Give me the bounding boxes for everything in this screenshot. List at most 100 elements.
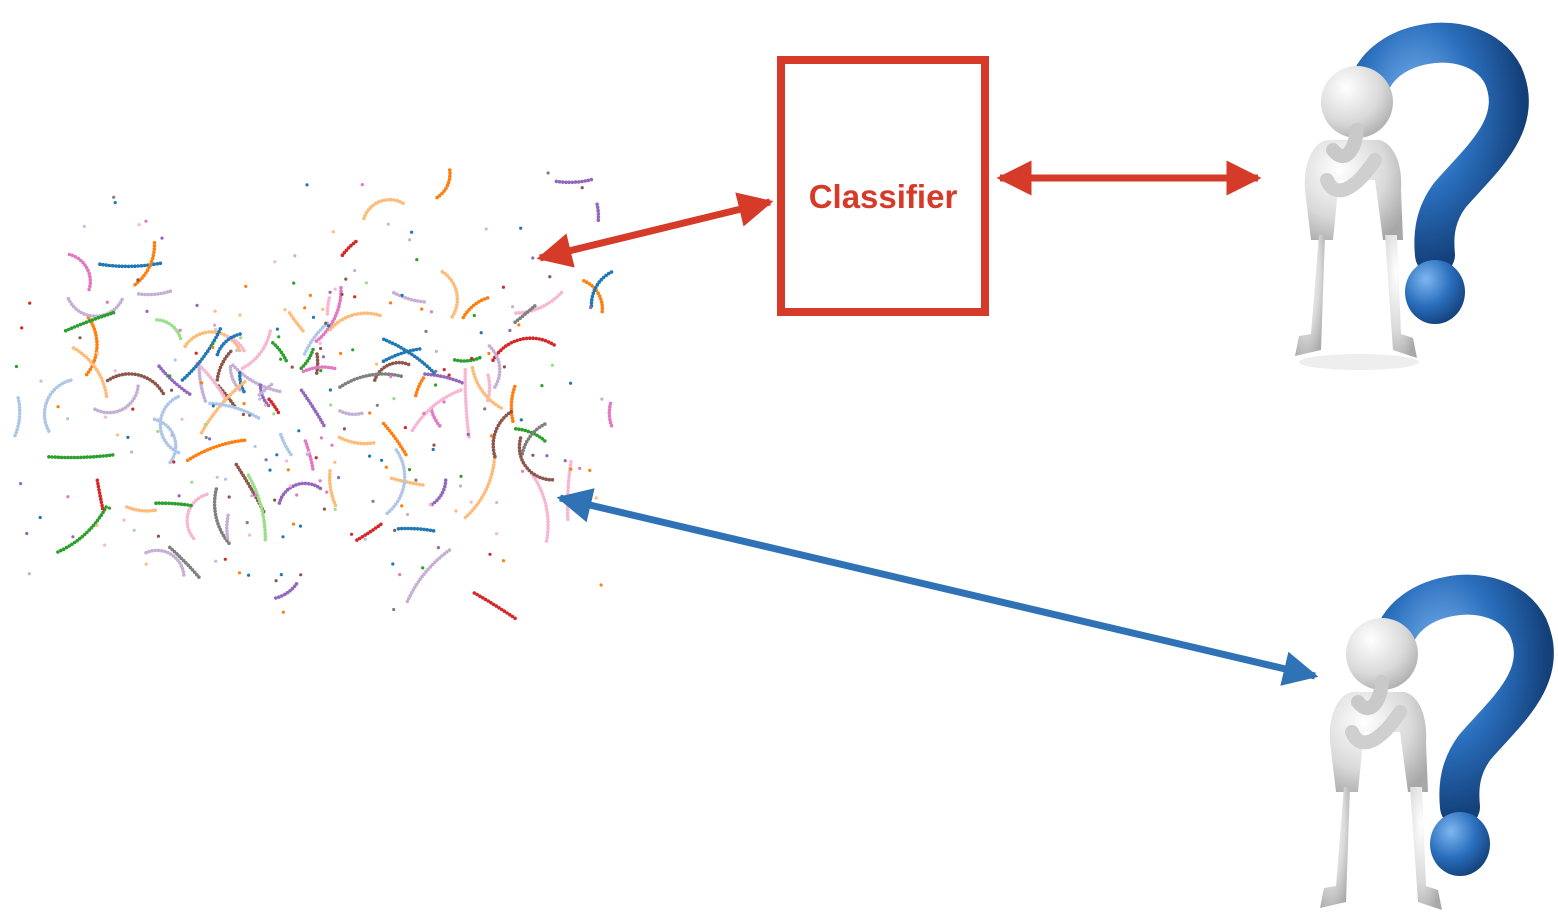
scatter-point: [510, 394, 515, 398]
scatter-point: [189, 337, 194, 342]
scatter-point: [474, 301, 479, 306]
scatter-point: [521, 469, 525, 473]
scatter-point: [69, 326, 74, 331]
scatter-point: [42, 414, 47, 418]
scatter-point: [88, 313, 92, 318]
scatter-point: [434, 418, 438, 423]
scatter-point: [288, 589, 292, 593]
scatter-point: [454, 290, 459, 295]
scatter-point: [352, 440, 357, 445]
scatter-point: [547, 301, 551, 305]
scatter-point: [419, 299, 423, 304]
scatter-point: [194, 498, 198, 503]
scatter-point: [472, 372, 476, 376]
scatter-point: [530, 432, 534, 436]
scatter-point: [202, 368, 206, 372]
scatter-point: [557, 293, 561, 297]
scatter-point: [194, 453, 198, 458]
scatter-point: [238, 388, 242, 392]
scatter-point: [148, 378, 152, 382]
scatter-point: [205, 349, 210, 354]
scatter-point: [391, 562, 395, 566]
scatter-point: [75, 538, 79, 543]
scatter-point: [310, 350, 314, 355]
scatter-point: [373, 378, 377, 382]
scatter-point: [279, 432, 283, 437]
scatter-point: [252, 485, 257, 489]
scatter-point: [506, 342, 511, 347]
scatter-point: [238, 313, 242, 317]
scatter-point: [406, 362, 411, 367]
scatter-point: [266, 403, 271, 408]
question-mark-icon: [1347, 22, 1529, 324]
scatter-point: [373, 526, 378, 530]
scatter-point: [569, 467, 573, 471]
scatter-point: [293, 319, 297, 323]
scatter-point: [281, 353, 286, 357]
scatter-point: [91, 523, 96, 528]
scatter-point: [203, 422, 207, 426]
scatter-point: [344, 248, 349, 253]
scatter-point: [479, 496, 484, 500]
scatter-point: [199, 495, 203, 499]
scatter-point: [82, 312, 86, 316]
scatter-point: [76, 256, 80, 261]
scatter-point: [362, 216, 366, 221]
scatter-point: [377, 372, 381, 376]
scatter-point: [202, 396, 207, 400]
scatter-point: [557, 180, 562, 184]
scatter-point: [173, 439, 178, 444]
scatter-point: [318, 328, 323, 332]
scatter-point: [88, 281, 93, 286]
scatter-point: [228, 364, 233, 369]
scatter-point: [359, 311, 363, 316]
scatter-point: [475, 357, 479, 361]
scatter-point: [202, 449, 207, 454]
scatter-point: [179, 563, 184, 568]
scatter-point: [531, 336, 535, 341]
scatter-point: [142, 375, 147, 379]
scatter-point: [60, 382, 64, 386]
scatter-point: [339, 351, 343, 355]
scatter-point: [509, 403, 514, 408]
scatter-point: [323, 365, 328, 369]
scatter-point: [291, 316, 296, 321]
scatter-point: [359, 441, 363, 446]
scatter-point: [220, 362, 224, 367]
scatter-point: [251, 482, 255, 486]
scatter-point: [506, 411, 511, 416]
scatter-point: [130, 450, 134, 454]
scatter-point: [108, 311, 113, 316]
scatter-point: [239, 438, 244, 443]
scatter-point: [600, 397, 604, 401]
scatter-point: [211, 404, 215, 408]
scatter-point: [134, 508, 138, 512]
scatter-point: [299, 573, 303, 577]
scatter-point: [142, 273, 146, 278]
scatter-point: [487, 386, 492, 390]
scatter-point: [173, 501, 177, 506]
scatter-point: [318, 486, 323, 491]
scatter-point: [418, 577, 422, 582]
scatter-point: [524, 439, 529, 444]
scatter-point: [402, 475, 407, 479]
scatter-point: [535, 474, 539, 478]
scatter-point: [600, 306, 605, 311]
scatter-point: [429, 406, 433, 411]
scatter-point: [203, 425, 207, 430]
scatter-point: [393, 528, 397, 533]
scatter-point: [364, 374, 369, 378]
scatter-point: [208, 401, 212, 406]
scatter-point: [52, 387, 57, 392]
thinking-person-top: [1295, 22, 1529, 370]
scatter-point: [328, 327, 333, 332]
scatter-point: [346, 380, 351, 385]
scatter-point: [102, 313, 107, 318]
scatter-point: [219, 331, 224, 336]
scatter-point: [208, 417, 212, 422]
scatter-point: [69, 455, 73, 460]
scatter-point: [368, 454, 372, 458]
scatter-point: [213, 309, 217, 313]
scatter-point: [100, 503, 104, 508]
scatter-point: [85, 530, 89, 535]
